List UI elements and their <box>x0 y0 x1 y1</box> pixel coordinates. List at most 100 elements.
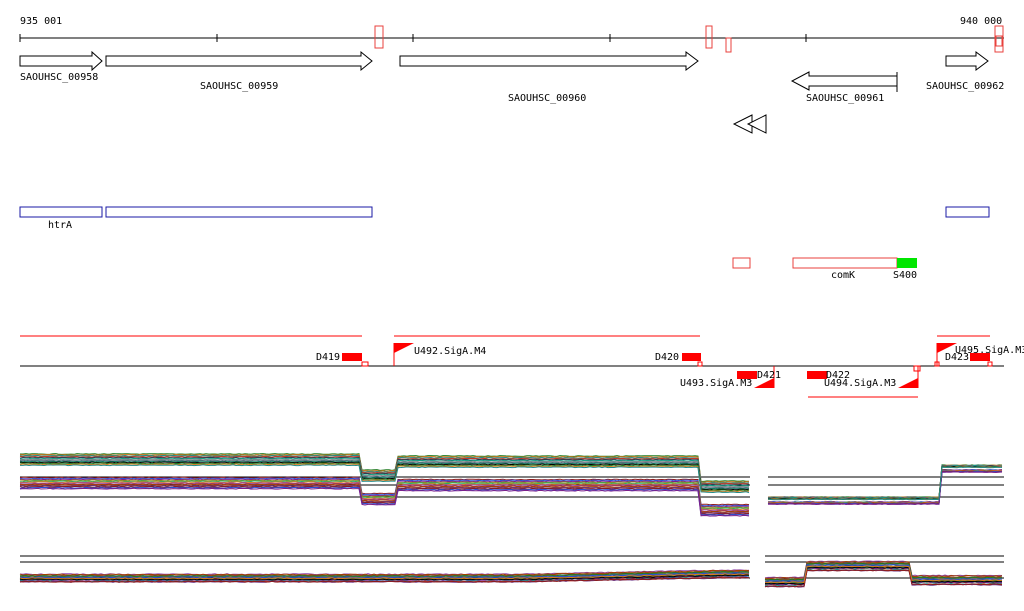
expression-track-lower <box>19 555 1004 588</box>
feature-block-D419[interactable] <box>342 353 362 361</box>
expression-profile-line <box>19 478 750 508</box>
gene-arrow[interactable] <box>19 50 103 72</box>
ruler-marker <box>725 37 732 53</box>
gene-label: SAOUHSC_00958 <box>20 72 98 83</box>
gene-arrow[interactable] <box>790 71 898 91</box>
promoter-flag[interactable] <box>754 378 774 388</box>
coordinate-ruler: 935 001 940 000 <box>19 16 1004 53</box>
expression-profile-line <box>20 464 750 494</box>
expression-profile-line <box>19 463 749 493</box>
expression-profile-line <box>768 471 1003 506</box>
feature-label-D421: D421 <box>757 370 781 381</box>
expression-profile-line <box>19 576 750 583</box>
ruler-marker <box>374 25 384 49</box>
expression-profile-line <box>19 485 750 515</box>
feature-label-D419: D419 <box>316 352 340 363</box>
feature-label-U493: U493.SigA.M3 <box>680 378 752 389</box>
feature-block-D420[interactable] <box>682 353 701 361</box>
gene-SAOUHSC_00962[interactable]: SAOUHSC_00962 <box>926 51 1004 92</box>
feature-label-D420: D420 <box>655 352 679 363</box>
gene-arrow[interactable] <box>399 51 699 71</box>
annotation-box[interactable] <box>945 206 990 218</box>
expression-profile-line <box>19 483 750 513</box>
expression-profile-line <box>19 484 749 514</box>
left-triangle-icon <box>746 114 767 134</box>
expression-profile-line <box>19 461 750 491</box>
annotation-box[interactable] <box>732 257 751 269</box>
promoter-flag[interactable] <box>898 378 918 388</box>
feature-track: D419 U492.SigA.M4 D420 U493.SigA.M3 D421… <box>20 335 1024 398</box>
expression-profile-line <box>19 454 750 484</box>
expression-profile-line <box>19 574 750 581</box>
gene-track: SAOUHSC_00958 SAOUHSC_00959 SAOUHSC_0096… <box>19 50 1004 104</box>
feature-block-D422[interactable] <box>807 371 827 379</box>
feature-small-box <box>934 361 940 367</box>
feature-label-D423: D423 <box>945 352 969 363</box>
expression-profile-line <box>19 476 750 506</box>
gene-SAOUHSC_00961[interactable]: SAOUHSC_00961 <box>790 71 898 104</box>
feature-small-box <box>987 361 993 367</box>
expression-profile-line <box>19 462 750 492</box>
green-marker[interactable] <box>897 258 917 268</box>
feature-block-D421[interactable] <box>737 371 757 379</box>
expression-profile-line <box>19 477 750 507</box>
feature-label-U494: U494.SigA.M3 <box>824 378 896 389</box>
feature-small-box <box>913 365 921 372</box>
gene-label: SAOUHSC_00961 <box>806 93 884 104</box>
promoter-flag[interactable] <box>937 343 957 353</box>
expression-profile-line <box>20 453 749 482</box>
gene-SAOUHSC_00958[interactable]: SAOUHSC_00958 <box>19 50 103 83</box>
feature-label-D422: D422 <box>826 370 850 381</box>
expression-profile-line <box>20 458 749 488</box>
expression-profile-line <box>19 573 750 580</box>
gene-label: SAOUHSC_00960 <box>508 93 586 104</box>
expression-profile-line <box>19 456 750 486</box>
terminator-marker[interactable] <box>732 114 767 134</box>
expression-profile-line <box>19 459 750 489</box>
ruler-marker <box>705 25 713 49</box>
annotation-label-comK: comK <box>831 270 855 281</box>
ruler-marker <box>994 25 1004 53</box>
expression-profile-lines <box>19 453 1003 517</box>
feature-small-box <box>361 361 369 367</box>
gene-SAOUHSC_00959[interactable]: SAOUHSC_00959 <box>105 50 373 92</box>
annotation-box[interactable] <box>792 257 898 269</box>
gene-arrow[interactable] <box>105 50 373 72</box>
ruler-start-label: 935 001 <box>20 16 62 27</box>
expression-profile-lines <box>19 560 1003 588</box>
annotation-label-S400: S400 <box>893 270 917 281</box>
feature-label-U495: U495.SigA.M3 <box>955 345 1024 356</box>
annotation-track: htrA comK S400 <box>19 206 990 281</box>
annotation-box[interactable] <box>105 206 373 218</box>
expression-profile-line <box>767 466 1002 501</box>
expression-profile-line <box>764 569 1003 588</box>
gene-SAOUHSC_00960[interactable]: SAOUHSC_00960 <box>399 51 699 104</box>
gene-label: SAOUHSC_00959 <box>200 81 278 92</box>
expression-track-upper <box>19 453 1004 517</box>
gene-arrow[interactable] <box>945 51 989 71</box>
annotation-label-htrA: htrA <box>48 220 72 231</box>
expression-profile-line <box>19 460 750 490</box>
ruler-region-markers <box>374 25 1004 53</box>
feature-block-D423[interactable] <box>970 353 990 361</box>
expression-profile-line <box>19 457 750 487</box>
expression-profile-line <box>19 484 750 513</box>
expression-profile-line <box>19 455 750 485</box>
expression-profile-line <box>19 480 750 510</box>
ruler-marker <box>995 35 1003 47</box>
expression-profile-line <box>19 487 750 517</box>
expression-profile-line <box>19 453 750 483</box>
feature-small-box <box>697 361 703 367</box>
expression-profile-line <box>19 481 750 511</box>
feature-label-U492: U492.SigA.M4 <box>414 346 486 357</box>
expression-profile-line <box>764 565 1003 584</box>
promoter-flag[interactable] <box>394 343 414 353</box>
expression-profile-line <box>19 569 750 576</box>
expression-profile-line <box>19 479 749 509</box>
gene-label: SAOUHSC_00962 <box>926 81 1004 92</box>
expression-profile-line <box>19 486 750 516</box>
expression-profile-line <box>19 571 750 578</box>
annotation-box[interactable] <box>19 206 103 218</box>
expression-profile-line <box>19 482 750 512</box>
